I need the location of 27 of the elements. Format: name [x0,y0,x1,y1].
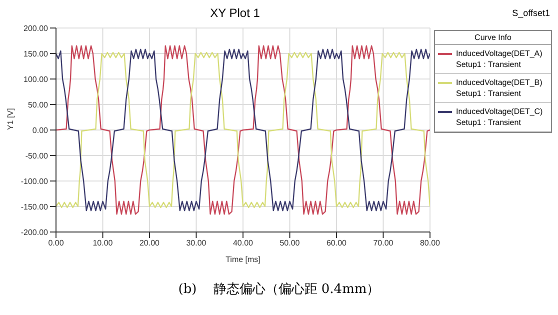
y-tick-label: 200.00 [24,24,49,33]
legend-title: Curve Info [435,31,551,45]
y-tick-label: 100.00 [24,74,49,84]
y-tick-label: -200.00 [20,228,49,237]
y-tick-label: 150.00 [24,49,49,58]
chart-title: XY Plot 1 [209,6,261,20]
x-tick-label: 60.00 [326,238,348,248]
x-tick-label: 30.00 [186,238,207,248]
y-axis-title: Y1 [V] [6,108,15,130]
text: S_offset1 [512,8,550,18]
legend-label: InducedVoltage(DET_C) Setup1 : Transient [456,106,544,128]
x-tick-label: 20.00 [139,238,160,248]
legend-label: InducedVoltage(DET_B) Setup1 : Transient [456,77,544,99]
y-tick-label: 50.00 [28,100,49,110]
x-tick-label: 50.00 [280,238,300,248]
legend-label: InducedVoltage(DET_A) Setup1 : Transient [456,48,544,70]
x-tick-label: 80.00 [420,238,441,248]
text: (b) 静态偏心（偏心距 0.4mm） [177,281,381,298]
x-tick-label: 10.00 [92,238,114,248]
x-axis-title: Time [ms] [226,255,260,264]
x-tick-label: 0.00 [48,238,64,248]
y-tick-label: 0.00 [32,126,49,135]
y-tick-label: -100.00 [20,176,49,186]
x-tick-label: 70.00 [373,238,394,248]
x-tick-label: 40.00 [232,238,254,248]
y-tick-label: -150.00 [20,202,49,212]
y-tick-label: -50.00 [25,151,49,160]
